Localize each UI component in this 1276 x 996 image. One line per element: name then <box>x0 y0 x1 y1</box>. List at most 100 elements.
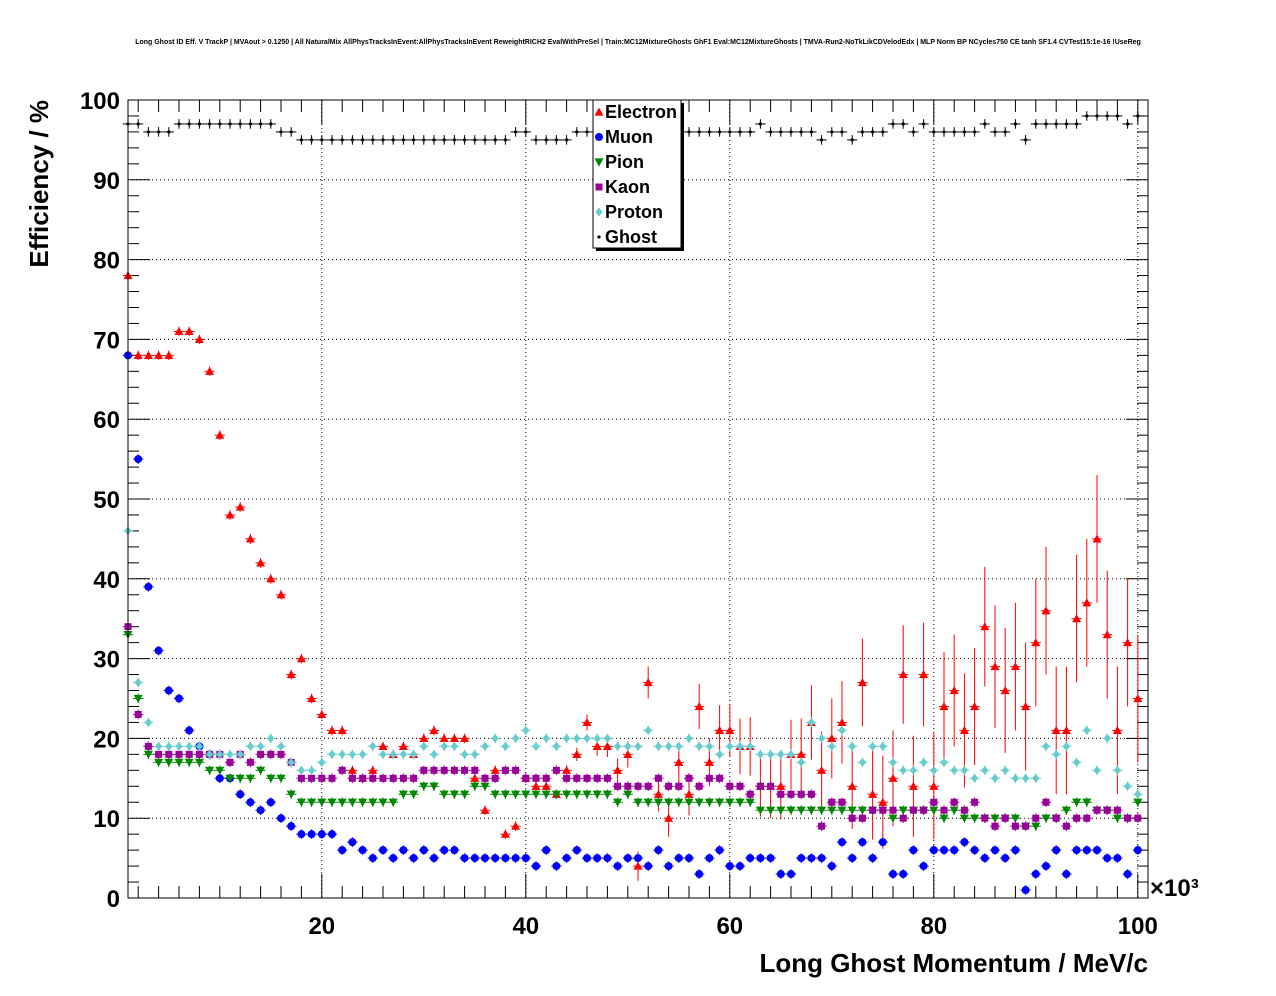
data-point-proton <box>389 749 397 759</box>
x-tick-label: 80 <box>920 913 947 940</box>
data-point-kaon <box>552 766 560 774</box>
data-point-kaon <box>950 798 958 806</box>
data-point-kaon <box>1113 806 1121 814</box>
data-point-muon <box>562 854 571 863</box>
data-point-electron <box>1112 725 1122 735</box>
data-point-proton <box>736 741 744 751</box>
data-point-pion <box>898 806 908 815</box>
data-point-proton <box>950 765 958 775</box>
data-point-ghost <box>973 130 977 134</box>
y-tick-label: 30 <box>93 647 120 674</box>
data-point-electron <box>215 430 225 439</box>
data-point-kaon <box>685 774 693 782</box>
data-point-electron <box>480 805 490 814</box>
data-point-muon <box>970 846 979 855</box>
data-point-proton <box>185 741 193 751</box>
data-point-muon <box>797 854 806 863</box>
data-point-ghost <box>1136 114 1140 118</box>
data-point-kaon <box>767 782 775 790</box>
data-point-proton <box>328 749 336 759</box>
data-point-proton <box>440 741 448 751</box>
data-point-ghost <box>901 122 905 126</box>
data-point-pion <box>572 790 582 799</box>
data-point-muon <box>379 846 387 855</box>
data-point-proton <box>134 678 142 688</box>
data-point-kaon <box>226 758 234 766</box>
data-point-pion <box>684 798 694 807</box>
data-point-ghost <box>503 138 507 142</box>
data-point-pion <box>541 790 551 799</box>
data-point-muon <box>848 854 857 863</box>
data-point-ghost <box>330 138 334 142</box>
data-point-ghost <box>554 138 559 142</box>
data-point-pion <box>602 790 612 799</box>
data-point-electron <box>347 765 357 774</box>
data-point-ghost <box>177 122 181 126</box>
data-point-kaon <box>461 766 469 774</box>
data-point-ghost <box>1034 122 1038 126</box>
data-point-kaon <box>542 774 550 782</box>
data-point-proton <box>144 717 152 727</box>
data-point-pion <box>174 758 184 767</box>
data-point-pion <box>194 758 204 767</box>
data-point-electron <box>307 694 317 703</box>
data-point-ghost <box>381 138 385 142</box>
data-point-pion <box>592 790 602 799</box>
data-point-muon <box>919 862 928 871</box>
data-point-pion <box>511 790 521 799</box>
data-point-kaon <box>583 774 591 782</box>
data-point-muon <box>715 846 724 855</box>
data-point-kaon <box>675 782 683 790</box>
data-point-ghost <box>891 122 895 126</box>
data-point-kaon <box>920 806 928 814</box>
data-point-kaon <box>1103 806 1111 814</box>
data-point-kaon <box>144 742 152 750</box>
data-point-kaon <box>1052 814 1060 822</box>
data-point-ghost <box>371 138 375 142</box>
data-point-proton <box>838 725 846 735</box>
data-point-muon <box>185 726 194 735</box>
data-point-muon <box>1001 854 1010 863</box>
data-point-pion <box>1010 814 1020 823</box>
data-point-kaon <box>532 774 540 782</box>
data-point-proton <box>675 741 683 751</box>
data-point-muon <box>470 854 479 863</box>
series-electron <box>122 270 1143 881</box>
data-point-muon <box>256 806 265 815</box>
data-point-kaon <box>491 774 499 782</box>
data-point-pion <box>766 806 776 815</box>
series-proton <box>122 526 1143 800</box>
data-point-electron <box>378 741 388 750</box>
data-point-proton <box>1042 741 1050 751</box>
data-point-pion <box>970 814 980 823</box>
data-point-pion <box>439 790 449 799</box>
data-point-proton <box>348 749 356 759</box>
data-point-proton <box>481 741 489 751</box>
data-point-proton <box>1093 765 1101 775</box>
data-point-pion <box>725 798 735 807</box>
data-point-ghost <box>871 130 875 134</box>
data-point-pion <box>245 774 255 783</box>
data-point-muon <box>787 870 795 879</box>
data-point-proton <box>216 749 224 759</box>
data-point-kaon <box>246 758 254 766</box>
data-point-ghost <box>289 130 293 134</box>
data-point-electron <box>225 510 235 519</box>
data-point-pion <box>704 798 714 807</box>
data-point-kaon <box>450 766 458 774</box>
data-point-pion <box>1061 806 1071 815</box>
data-point-pion <box>613 798 623 807</box>
data-point-electron <box>1133 694 1143 703</box>
data-point-pion <box>337 798 347 807</box>
data-point-muon <box>583 854 591 863</box>
data-point-pion <box>521 790 531 799</box>
data-point-kaon <box>1124 814 1132 822</box>
legend-entry-pion: Pion <box>605 152 644 172</box>
data-point-proton <box>542 733 550 743</box>
data-point-pion <box>449 790 459 799</box>
data-point-muon <box>1103 854 1112 863</box>
data-point-proton <box>705 741 713 751</box>
data-point-pion <box>225 774 235 783</box>
data-point-electron <box>837 717 847 727</box>
data-point-kaon <box>981 814 989 822</box>
